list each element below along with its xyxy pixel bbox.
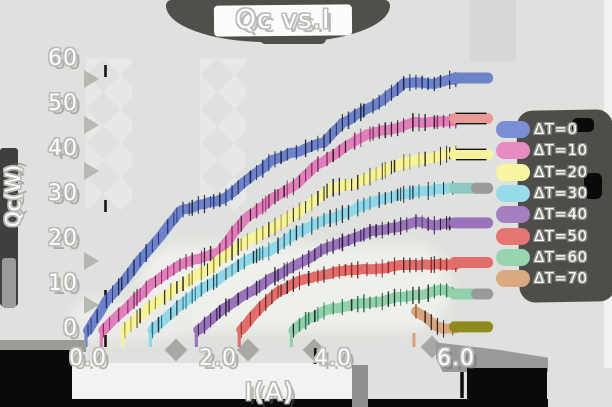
shadow-blob bbox=[0, 350, 72, 407]
background-patch bbox=[470, 0, 516, 62]
x-axis-label: I(A) bbox=[244, 378, 296, 406]
ylabel-shadow-bar bbox=[2, 258, 16, 308]
shadow-blob bbox=[0, 399, 548, 407]
background-patch bbox=[60, 363, 356, 400]
shadow-wedge bbox=[84, 296, 99, 314]
shadow-wedge bbox=[84, 162, 99, 180]
shadow-wedge bbox=[84, 252, 99, 270]
shadow-wedge bbox=[84, 116, 99, 134]
legend-shadow-column bbox=[516, 109, 612, 303]
shadow-blob bbox=[467, 368, 547, 407]
shadow-blob bbox=[352, 365, 368, 407]
chart-title: Qc vs.I bbox=[235, 5, 331, 35]
legend-shadow-column bbox=[584, 173, 602, 199]
shadow-wedge bbox=[84, 70, 99, 88]
legend-shadow-column bbox=[572, 118, 594, 132]
shadow-blob bbox=[0, 340, 86, 352]
y-axis-label: Qc(W) bbox=[1, 164, 25, 228]
title-shadow-blob bbox=[260, 34, 326, 44]
